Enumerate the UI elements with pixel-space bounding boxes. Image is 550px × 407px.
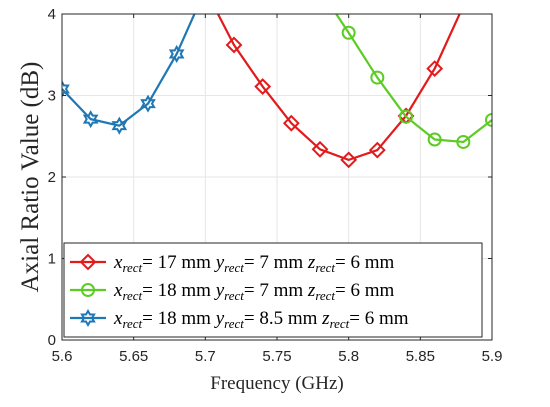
data-point bbox=[426, 60, 444, 78]
legend-item-2: xrect= 18 mm yrect= 7 mm zrect= 6 mm bbox=[70, 280, 395, 303]
data-point bbox=[399, 109, 413, 124]
x-tick-label: 5.6 bbox=[52, 348, 73, 365]
legend-box bbox=[63, 242, 483, 338]
data-point bbox=[254, 78, 272, 95]
legend-marker bbox=[81, 283, 95, 297]
x-tick-label: 5.8 bbox=[338, 348, 359, 365]
data-point bbox=[82, 110, 99, 129]
legend-marker bbox=[79, 253, 97, 271]
data-point bbox=[340, 151, 358, 169]
y-tick-label: 2 bbox=[48, 169, 56, 186]
x-tick-label: 5.65 bbox=[119, 348, 148, 365]
legend-item-3: xrect= 18 mm yrect= 8.5 mm zrect= 6 mm bbox=[70, 308, 409, 331]
data-point bbox=[341, 25, 356, 40]
data-point bbox=[370, 70, 385, 85]
series-line bbox=[62, 14, 196, 127]
data-point bbox=[111, 116, 128, 135]
data-point bbox=[485, 112, 492, 127]
series-2 bbox=[334, 14, 492, 149]
series-line bbox=[334, 14, 492, 144]
data-point bbox=[140, 94, 156, 113]
y-tick-label: 1 bbox=[48, 251, 56, 268]
data-point bbox=[311, 140, 329, 158]
series-3 bbox=[62, 14, 196, 135]
y-axis-title: Axial Ratio Value (dB) bbox=[17, 62, 44, 293]
legend-label: xrect= 18 mm yrect= 7 mm zrect= 6 mm bbox=[113, 280, 395, 303]
x-tick-label: 5.9 bbox=[482, 348, 503, 365]
axis-ticks: 5.6 5.65 5.7 5.75 5.8 5.85 5.9 0 1 2 3 4 bbox=[48, 6, 503, 365]
legend-label: xrect= 18 mm yrect= 8.5 mm zrect= 6 mm bbox=[113, 308, 409, 331]
data-point bbox=[368, 141, 386, 159]
legend: xrect= 17 mm yrect= 7 mm zrect= 6 mm xrec… bbox=[63, 242, 483, 338]
x-tick-label: 5.75 bbox=[262, 348, 291, 365]
data-point bbox=[62, 79, 70, 99]
x-tick-label: 5.85 bbox=[406, 348, 435, 365]
data-point bbox=[427, 132, 442, 147]
legend-marker bbox=[80, 308, 96, 328]
series-layer bbox=[62, 14, 492, 169]
y-tick-label: 0 bbox=[48, 332, 56, 349]
data-point bbox=[456, 134, 471, 149]
x-axis-title: Frequency (GHz) bbox=[210, 373, 343, 394]
data-point bbox=[225, 36, 243, 54]
y-tick-label: 4 bbox=[48, 6, 56, 23]
x-tick-label: 5.7 bbox=[195, 348, 216, 365]
legend-label: xrect= 17 mm yrect= 7 mm zrect= 6 mm bbox=[113, 252, 395, 275]
series-line bbox=[216, 14, 461, 161]
legend-item-1: xrect= 17 mm yrect= 7 mm zrect= 6 mm bbox=[70, 252, 395, 275]
data-point bbox=[168, 44, 185, 63]
y-tick-label: 3 bbox=[48, 88, 56, 105]
data-point bbox=[282, 114, 300, 132]
